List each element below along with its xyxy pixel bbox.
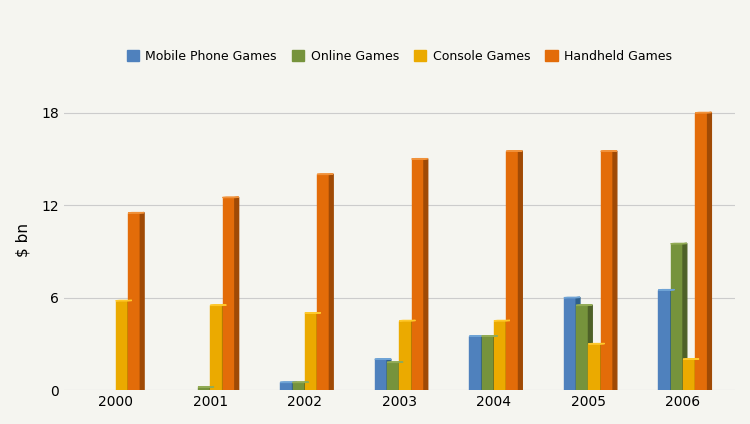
Polygon shape [613, 151, 616, 390]
Legend: Mobile Phone Games, Online Games, Console Games, Handheld Games: Mobile Phone Games, Online Games, Consol… [122, 45, 677, 68]
Bar [683, 359, 695, 390]
Polygon shape [494, 336, 498, 390]
Bar [198, 387, 210, 390]
Polygon shape [140, 212, 144, 390]
Polygon shape [670, 290, 674, 390]
Polygon shape [387, 359, 391, 390]
Bar [670, 244, 683, 390]
Polygon shape [576, 297, 580, 390]
Polygon shape [482, 336, 485, 390]
Bar [128, 213, 140, 390]
Polygon shape [210, 387, 214, 390]
Bar [412, 159, 424, 390]
Polygon shape [223, 305, 226, 390]
Polygon shape [329, 174, 333, 390]
Bar [292, 382, 304, 390]
Bar [589, 344, 601, 390]
Bar [317, 174, 329, 390]
Polygon shape [506, 321, 510, 390]
Bar [210, 305, 223, 390]
Polygon shape [399, 362, 404, 390]
Polygon shape [235, 197, 238, 390]
Bar [658, 290, 670, 390]
Bar [399, 321, 412, 390]
Bar [601, 151, 613, 390]
Polygon shape [128, 301, 132, 390]
Bar [576, 305, 589, 390]
Polygon shape [424, 159, 427, 390]
Bar [564, 298, 576, 390]
Bar [280, 382, 292, 390]
Polygon shape [695, 359, 699, 390]
Bar [482, 336, 494, 390]
Polygon shape [317, 313, 321, 390]
Bar [470, 336, 482, 390]
Bar [116, 301, 128, 390]
Bar [506, 151, 518, 390]
Bar [387, 363, 399, 390]
Polygon shape [589, 305, 592, 390]
Bar [375, 359, 387, 390]
Polygon shape [683, 243, 687, 390]
Polygon shape [304, 382, 308, 390]
Polygon shape [707, 112, 711, 390]
Y-axis label: $ bn: $ bn [15, 223, 30, 257]
Bar [223, 198, 235, 390]
Polygon shape [292, 382, 296, 390]
Polygon shape [412, 321, 416, 390]
Bar [494, 321, 506, 390]
Bar [304, 313, 317, 390]
Polygon shape [518, 151, 522, 390]
Polygon shape [601, 343, 604, 390]
Bar [695, 113, 707, 390]
